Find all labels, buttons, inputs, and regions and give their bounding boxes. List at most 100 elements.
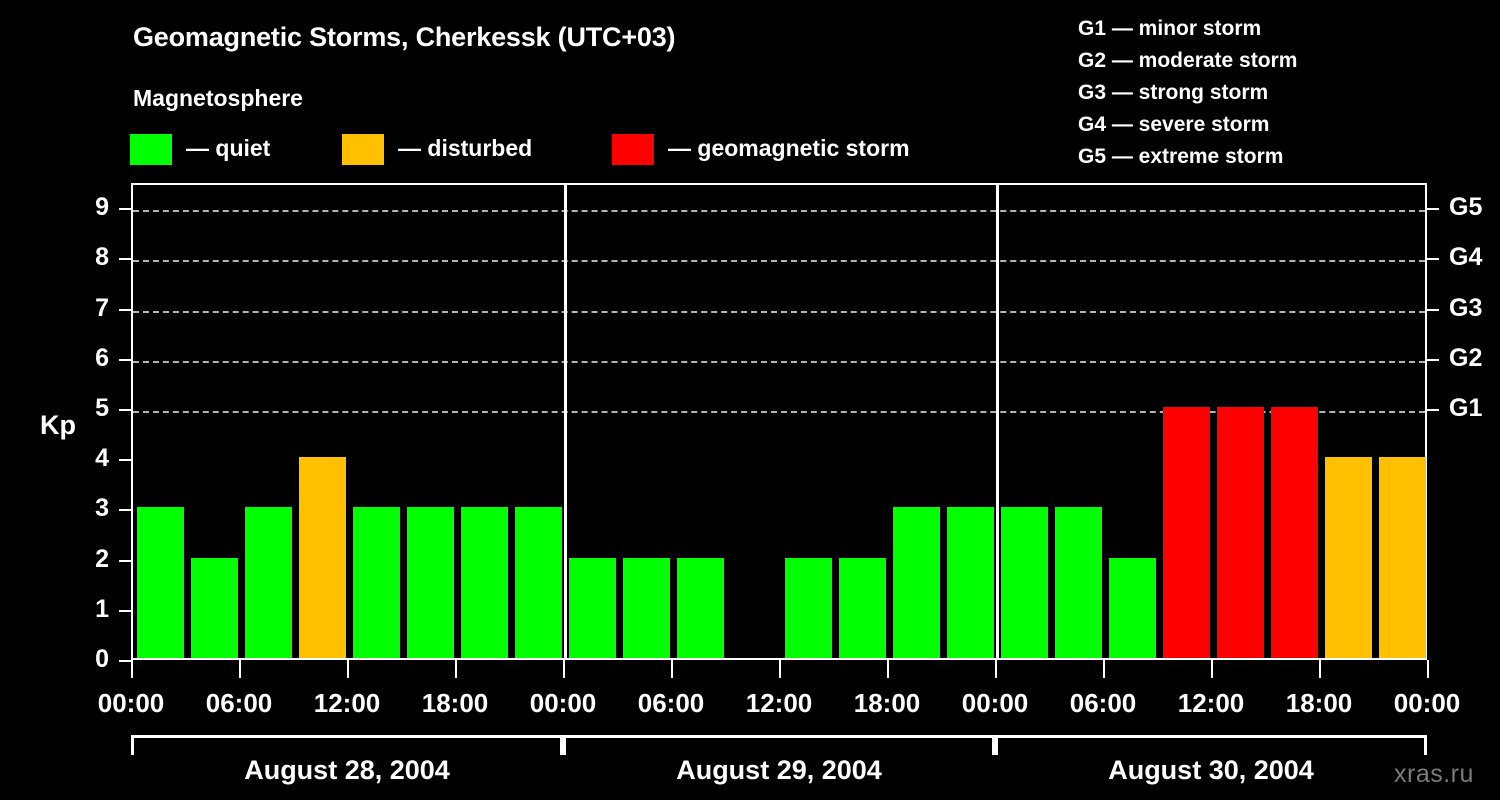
x-axis-tick-label: 00:00: [529, 688, 597, 718]
g-axis-tick: [1427, 258, 1439, 261]
day-label: August 28, 2004: [244, 755, 450, 785]
x-axis-tick-label: 00:00: [1393, 688, 1461, 718]
bar: [352, 507, 400, 658]
x-axis-tick-label: 06:00: [205, 688, 273, 718]
x-axis-tick: [1211, 660, 1213, 678]
x-axis-tick-label: 12:00: [1177, 688, 1245, 718]
bar: [946, 507, 994, 658]
g-axis-tick: [1427, 308, 1439, 311]
x-axis-tick-label: 18:00: [1285, 688, 1353, 718]
g-axis-tick-label: G1: [1449, 393, 1483, 422]
chart-subtitle: Magnetosphere: [133, 85, 303, 111]
bar: [190, 557, 238, 658]
x-axis-tick: [1427, 660, 1429, 678]
x-axis-tick-label: 00:00: [97, 688, 165, 718]
g-axis-tick-label: G2: [1449, 343, 1483, 372]
bar: [298, 457, 346, 658]
day-bracket: [131, 735, 563, 755]
gridline: [133, 260, 1425, 263]
x-axis-tick: [563, 660, 565, 678]
y-axis-tick-label: 4: [95, 444, 109, 473]
bar: [136, 507, 184, 658]
bar: [568, 557, 616, 658]
bar: [1054, 507, 1102, 658]
g-axis-tick: [1427, 208, 1439, 211]
y-axis-tick: [119, 408, 131, 411]
legend-entry: — quiet: [130, 133, 270, 165]
x-axis-tick-label: 00:00: [961, 688, 1029, 718]
x-axis-tick-label: 18:00: [853, 688, 921, 718]
bar: [1270, 406, 1318, 658]
y-axis-tick-label: 5: [95, 393, 109, 422]
x-axis-tick-label: 06:00: [637, 688, 705, 718]
x-axis-tick: [887, 660, 889, 678]
x-axis-tick: [1103, 660, 1105, 678]
x-axis-tick: [455, 660, 457, 678]
x-axis-tick: [131, 660, 133, 678]
y-axis-tick: [119, 509, 131, 512]
y-axis-tick: [119, 660, 131, 662]
bar: [838, 557, 886, 658]
g-axis-tick: [1427, 358, 1439, 361]
g-legend-item: G5 — extreme storm: [1078, 145, 1284, 168]
gridline: [133, 310, 1425, 313]
red-swatch: [612, 133, 654, 165]
y-axis-tick: [119, 258, 131, 261]
y-axis-tick-label: 6: [95, 343, 109, 372]
bar: [1216, 406, 1264, 658]
g-legend-item: G3 — strong storm: [1078, 81, 1269, 104]
y-axis-tick: [119, 459, 131, 462]
green-swatch: [130, 133, 172, 165]
gridline: [133, 210, 1425, 213]
g-axis-tick-label: G3: [1449, 293, 1483, 322]
gridline: [133, 360, 1425, 363]
day-bracket: [563, 735, 995, 755]
y-axis-tick: [119, 308, 131, 311]
gridline: [133, 410, 1425, 413]
y-axis-tick-label: 7: [95, 293, 109, 322]
day-label: August 29, 2004: [676, 755, 882, 785]
x-axis-tick: [671, 660, 673, 678]
y-axis-tick-label: 8: [95, 243, 109, 272]
x-axis-tick-label: 06:00: [1069, 688, 1137, 718]
x-axis-tick-label: 12:00: [313, 688, 381, 718]
bar: [784, 557, 832, 658]
page-title: Geomagnetic Storms, Cherkessk (UTC+03): [133, 22, 676, 52]
x-axis-tick: [1319, 660, 1321, 678]
watermark: xras.ru: [1394, 760, 1474, 788]
legend-label: — disturbed: [398, 134, 533, 161]
bar: [244, 507, 292, 658]
legend-label: — quiet: [186, 134, 271, 161]
bar: [1324, 457, 1372, 658]
x-axis-tick: [347, 660, 349, 678]
y-axis-tick: [119, 559, 131, 562]
g-axis-tick-label: G5: [1449, 193, 1483, 222]
y-axis-title: Kp: [40, 410, 76, 440]
bar: [406, 507, 454, 658]
legend-entry: — geomagnetic storm: [612, 133, 910, 165]
g-scale-legend: G1 — minor storm G2 — moderate storm G3 — …: [1078, 13, 1297, 173]
g-legend-item: G1 — minor storm: [1078, 17, 1262, 40]
bar: [460, 507, 508, 658]
day-bracket: [995, 735, 1427, 755]
legend-label: — geomagnetic storm: [668, 134, 910, 161]
bar: [1378, 457, 1426, 658]
x-axis-tick-label: 18:00: [421, 688, 489, 718]
plot-area: [131, 183, 1427, 660]
day-separator: [563, 185, 567, 658]
y-axis-tick-label: 0: [95, 645, 109, 673]
bar: [1108, 557, 1156, 658]
x-axis-tick-label: 12:00: [745, 688, 813, 718]
y-axis-tick-label: 9: [95, 193, 109, 222]
x-axis-tick: [239, 660, 241, 678]
bar: [622, 557, 670, 658]
bar: [892, 507, 940, 658]
y-axis-tick: [119, 358, 131, 361]
y-axis-tick: [119, 609, 131, 612]
legend-entry: — disturbed: [342, 133, 532, 165]
bar: [514, 507, 562, 658]
orange-swatch: [342, 133, 384, 165]
y-axis-tick-label: 2: [95, 544, 109, 573]
g-legend-item: G2 — moderate storm: [1078, 49, 1298, 72]
